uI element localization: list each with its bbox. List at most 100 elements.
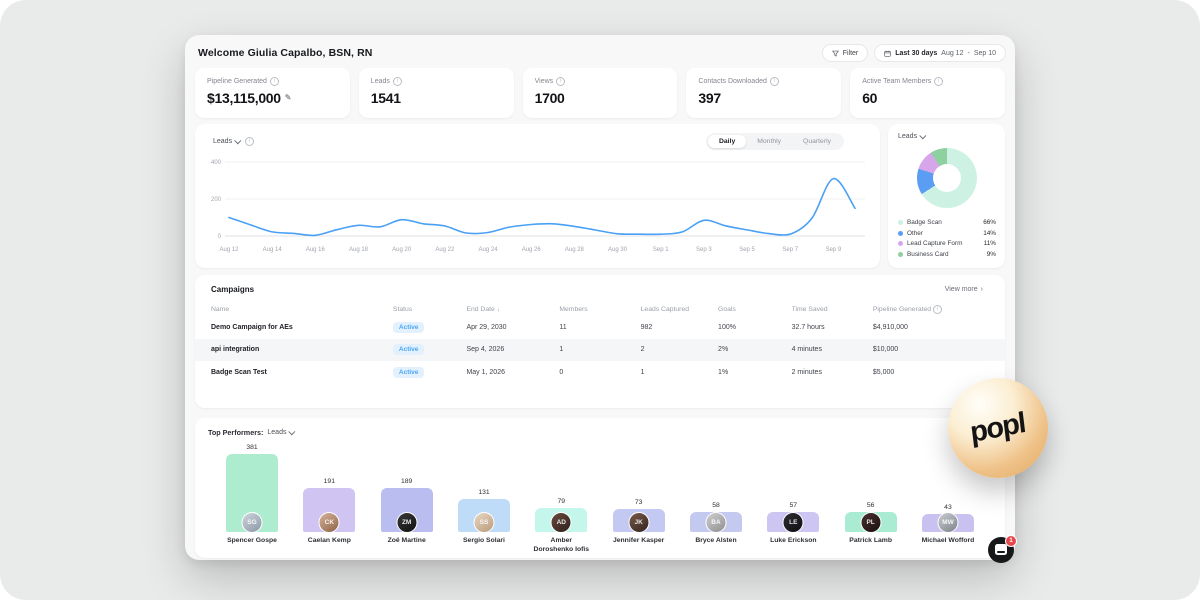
performer-name: Amber Doroshenko Iofis [533,537,590,553]
legend-value: 14% [983,229,996,237]
svg-text:Aug 22: Aug 22 [435,247,455,253]
calendar-icon [884,50,891,57]
column-header[interactable]: Status [393,306,467,313]
trend-card-header: Leads i Daily Monthly Quarterly [213,133,844,150]
campaigns-title: Campaigns [211,285,255,294]
chevron-down-icon [919,132,927,140]
filter-funnel-icon [831,50,839,57]
bar-zone: 189 ZM [380,442,433,533]
avatar: SS [473,512,495,533]
info-icon[interactable]: i [556,77,566,86]
tab-quarterly[interactable]: Quarterly [792,135,842,148]
svg-text:Aug 28: Aug 28 [565,247,585,253]
column-header[interactable]: Name [211,306,393,313]
date-start: Aug 12 [941,49,964,57]
cell-status: Active [392,321,467,333]
stat-card: Contacts Downloaded i 397 [686,68,842,118]
filter-button[interactable]: Filter [821,44,869,62]
cell-time_saved: 32.7 hours [791,323,825,331]
performer-column[interactable]: 58 BA Bryce Alsten [685,442,747,555]
cell-time_saved: 2 minutes [791,368,822,376]
bar-zone: 79 AD [535,442,588,533]
tab-daily[interactable]: Daily [707,135,747,148]
performer-name: Zoë Martine [387,537,426,544]
svg-text:Sep 1: Sep 1 [653,247,669,253]
performer-value: 58 [712,502,720,509]
granularity-tabs: Daily Monthly Quarterly [705,133,844,150]
cell-end_date: Apr 29, 2030 [466,323,507,331]
info-icon[interactable]: i [392,77,402,86]
leads-line-chart: 400 200 0 Aug 12 Aug 14 Aug 16 Aug 18 Aug 20 Aug… [211,160,865,253]
avatar: SG [241,512,263,533]
stat-label-row: Views i [535,77,666,86]
stat-value-row: 60 [862,90,993,106]
performer-name: Luke Erickson [770,537,817,544]
info-icon[interactable]: i [769,77,779,86]
bar-zone: 131 SS [457,442,510,533]
cell-status: Active [392,366,467,378]
trend-metric-dropdown[interactable]: Leads i [213,137,255,146]
column-header[interactable]: End Date ↓ [466,306,559,313]
bar-zone: 57 LE [767,442,820,533]
chevron-right-icon: › [980,286,983,293]
info-icon[interactable]: i [934,77,944,86]
svg-text:Aug 14: Aug 14 [263,247,283,253]
column-header[interactable]: Leads Captured [641,306,718,313]
cell-leads_captured: 2 [640,346,645,354]
column-header[interactable]: Goals [718,306,792,313]
date-range-button[interactable]: Last 30 days Aug 12 - Sep 10 [874,44,1006,62]
info-icon[interactable]: i [933,305,943,314]
view-more-link[interactable]: View more › [939,285,989,294]
column-header[interactable]: Pipeline Generated i [873,305,989,314]
stat-value: $13,115,000 [207,90,281,106]
svg-text:Aug 16: Aug 16 [306,247,326,253]
legend-dot [898,251,903,257]
donut-metric-label: Leads [898,133,918,140]
cell-name: api integration [211,346,260,354]
dashboard-panel: Welcome Giulia Capalbo, BSN, RN Filter L… [185,35,1015,560]
performer-column[interactable]: 57 LE Luke Erickson [762,442,824,555]
legend-label: Badge Scan [907,219,942,226]
campaign-row[interactable]: Badge Scan Test Active May 1, 2026 0 1 1% 2 mi… [195,361,1005,384]
column-label: Time Saved [791,306,828,313]
performer-column[interactable]: 79 AD Amber Doroshenko Iofis [530,442,592,555]
stat-value-row: 1541 [371,90,502,106]
donut-metric-dropdown[interactable]: Leads [898,132,927,140]
performers-metric-dropdown[interactable]: Leads [267,428,296,436]
svg-text:Aug 30: Aug 30 [608,247,628,253]
info-icon[interactable]: i [269,77,279,86]
stat-value: 397 [698,90,721,106]
bar-zone: 58 BA [689,442,742,533]
performer-name: Bryce Alsten [695,537,737,544]
stat-card: Pipeline Generated i $13,115,000 ✎ [195,68,350,118]
info-icon[interactable]: i [245,137,255,146]
performer-column[interactable]: 43 MW Michael Wofford [917,442,979,555]
column-header[interactable]: Time Saved [792,306,873,313]
performer-column[interactable]: 73 JK Jennifer Kasper [608,442,670,555]
top-performers-card: Top Performers: Leads 381 SG Spencer Gospe… [195,418,1005,558]
cell-end_date: May 1, 2026 [466,368,505,376]
chat-button[interactable]: 1 [988,535,1017,563]
performer-column[interactable]: 189 ZM Zoë Martine [376,442,438,555]
stat-value: 60 [862,90,878,106]
performer-column[interactable]: 131 SS Sergio Solari [453,442,515,555]
avatar: JK [628,512,650,533]
cell-pipeline_generated: $4,910,000 [872,323,908,331]
performer-column[interactable]: 191 CK Caelan Kemp [298,442,360,555]
welcome-heading: Welcome Giulia Capalbo, BSN, RN [198,47,373,59]
performers-metric-label: Leads [267,429,287,436]
tab-monthly[interactable]: Monthly [746,135,792,148]
column-header[interactable]: Members [559,306,640,313]
campaigns-card: Campaigns View more › Name Status End Date… [195,275,1005,408]
performer-bar: MW [921,512,974,533]
avatar: PL [860,512,882,533]
edit-icon[interactable]: ✎ [284,92,292,102]
performer-column[interactable]: 381 SG Spencer Gospe [221,442,283,555]
performer-column[interactable]: 56 PL Patrick Lamb [840,442,902,555]
campaign-row[interactable]: Demo Campaign for AEs Active Apr 29, 2030 1… [195,316,1005,339]
campaign-row[interactable]: api integration Active Sep 4, 2026 1 2 2% 4 mi… [195,338,1005,361]
date-separator: - [967,49,970,57]
svg-text:Sep 7: Sep 7 [782,247,798,253]
stat-value-row: $13,115,000 ✎ [207,90,338,106]
